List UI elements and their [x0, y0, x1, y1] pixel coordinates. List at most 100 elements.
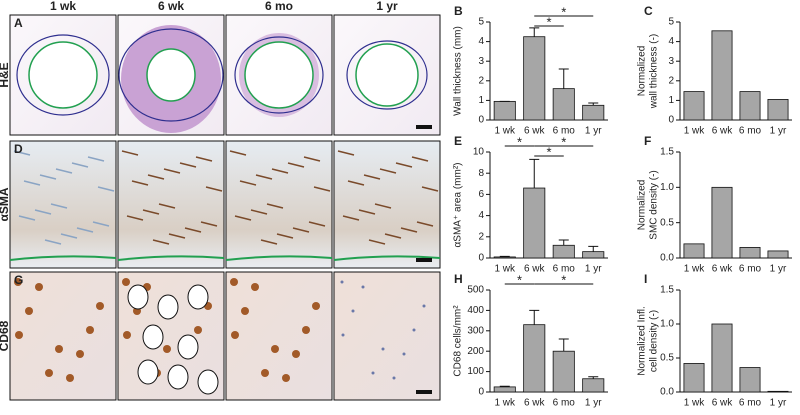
x-tick-label: 6 mo: [739, 126, 762, 137]
scale-bar: [416, 390, 432, 394]
fiber: [184, 227, 202, 233]
y-tick-label: 400: [467, 305, 484, 316]
y-tick-label: 0: [478, 115, 484, 126]
row-label: CD68: [0, 320, 11, 351]
y-tick-label: 0: [478, 253, 484, 264]
cell: [25, 307, 33, 315]
micrograph: [117, 140, 225, 269]
fiber: [313, 186, 331, 192]
cell: [123, 331, 131, 339]
fiber: [421, 186, 439, 192]
cell: [312, 302, 320, 310]
bar: [582, 251, 605, 259]
cell: [292, 350, 300, 358]
row-label: H&E: [0, 62, 11, 87]
fiber: [411, 156, 429, 162]
cell: [15, 331, 23, 339]
fiber: [303, 156, 321, 162]
x-tick-label: 6 wk: [524, 398, 546, 409]
bar: [493, 386, 516, 393]
y-tick-label: 1.5: [660, 147, 674, 158]
row-label: αSMA: [0, 187, 11, 221]
bar: [523, 324, 546, 393]
bar: [523, 36, 546, 121]
fiber: [163, 168, 181, 174]
y-tick-label: 6: [478, 189, 484, 200]
bar: [523, 187, 546, 259]
lumen: [28, 41, 98, 109]
outer-contour: [16, 34, 110, 116]
x-tick-label: 1 yr: [585, 398, 602, 409]
fiber: [39, 174, 57, 180]
fiber: [308, 221, 326, 227]
cell: [361, 285, 365, 289]
y-tick-label: 200: [467, 346, 484, 357]
fiber: [195, 156, 213, 162]
charts: B Wall thickness (mm) 0 1 2 3 4 5 1 wk 6 wk 6 mo 1 …: [453, 4, 792, 409]
y-axis-title: wall thickness (-): [649, 34, 660, 109]
micrograph: [225, 271, 333, 401]
x-tick-label: 1 yr: [585, 126, 602, 137]
fiber: [374, 203, 392, 209]
error-bar: [558, 338, 569, 352]
fiber-outline: [197, 369, 219, 395]
cell: [66, 374, 74, 382]
fiber: [44, 239, 62, 245]
y-tick-label: 3: [668, 56, 674, 67]
cell: [35, 283, 43, 291]
y-axis-title: CD68 cells/mm²: [453, 305, 464, 377]
error-bar: [588, 102, 599, 106]
bar: [711, 323, 733, 393]
fiber: [395, 162, 413, 168]
fiber: [76, 227, 94, 233]
lumen: [146, 48, 196, 102]
y-tick-label: 500: [467, 285, 484, 296]
fiber: [158, 203, 176, 209]
micrograph: [9, 140, 117, 269]
cell: [402, 352, 406, 356]
cell: [251, 283, 259, 291]
error-bar: [499, 255, 510, 257]
lumen: [244, 41, 314, 109]
cell: [282, 374, 290, 382]
fiber: [229, 150, 247, 156]
error-bar: [529, 158, 540, 189]
fiber: [126, 215, 144, 221]
panel-label: A: [14, 16, 23, 30]
lumen-border: [9, 255, 117, 261]
cell: [422, 304, 426, 308]
fiber: [368, 239, 386, 245]
fiber: [142, 209, 160, 215]
fiber: [416, 221, 434, 227]
column-header: 6 mo: [265, 0, 293, 13]
y-tick-label: 0.5: [660, 217, 674, 228]
error-bar: [558, 68, 569, 89]
cell: [230, 278, 238, 286]
x-tick-label: 1 yr: [770, 398, 787, 409]
error-bar: [588, 245, 599, 252]
micrograph: [333, 271, 441, 401]
cell: [261, 369, 269, 377]
cell: [76, 350, 84, 358]
bar: [552, 244, 575, 259]
fiber: [147, 174, 165, 180]
fiber-outline: [157, 294, 179, 320]
cell: [302, 326, 310, 334]
column-header: 6 wk: [158, 0, 184, 13]
bar: [739, 367, 761, 393]
fiber: [13, 150, 31, 156]
fiber: [121, 150, 139, 156]
fiber: [292, 227, 310, 233]
y-tick-label: 0: [478, 387, 484, 398]
micrograph: [333, 140, 441, 269]
x-tick-label: 1 wk: [684, 264, 706, 275]
bar: [493, 100, 516, 121]
cell: [341, 333, 345, 337]
y-tick-label: 4: [478, 36, 484, 47]
fiber-outline: [167, 364, 189, 390]
fiber: [347, 180, 365, 186]
cell: [392, 376, 396, 380]
cell: [351, 309, 355, 313]
x-tick-label: 6 wk: [524, 126, 546, 137]
panel-label: C: [644, 4, 653, 18]
